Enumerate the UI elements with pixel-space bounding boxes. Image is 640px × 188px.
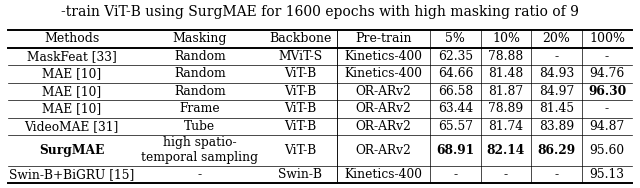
Text: Random: Random xyxy=(174,85,226,98)
Text: OR-ARv2: OR-ARv2 xyxy=(355,85,412,98)
Text: -: - xyxy=(198,168,202,181)
Text: 86.29: 86.29 xyxy=(538,144,575,157)
Text: Masking: Masking xyxy=(173,32,227,45)
Text: Kinetics-400: Kinetics-400 xyxy=(344,67,422,80)
Text: 96.30: 96.30 xyxy=(588,85,626,98)
Text: 78.88: 78.88 xyxy=(488,50,524,63)
Text: -: - xyxy=(554,50,559,63)
Text: 68.91: 68.91 xyxy=(436,144,474,157)
Text: 82.14: 82.14 xyxy=(487,144,525,157)
Text: 5%: 5% xyxy=(445,32,465,45)
Text: 95.13: 95.13 xyxy=(589,168,625,181)
Text: Random: Random xyxy=(174,50,226,63)
Text: 78.89: 78.89 xyxy=(488,102,524,115)
Text: ViT-B: ViT-B xyxy=(284,102,316,115)
Text: 84.93: 84.93 xyxy=(539,67,574,80)
Text: 65.57: 65.57 xyxy=(438,120,473,133)
Text: 66.58: 66.58 xyxy=(438,85,473,98)
Text: Pre-train: Pre-train xyxy=(355,32,412,45)
Text: 10%: 10% xyxy=(492,32,520,45)
Text: ViT-B: ViT-B xyxy=(284,144,316,157)
Text: Methods: Methods xyxy=(44,32,99,45)
Text: VideoMAE [31]: VideoMAE [31] xyxy=(24,120,119,133)
Text: 64.66: 64.66 xyxy=(438,67,473,80)
Text: MAE [10]: MAE [10] xyxy=(42,102,101,115)
Text: -: - xyxy=(554,168,559,181)
Text: -: - xyxy=(605,102,609,115)
Text: -train ViT-B using SurgMAE for 1600 epochs with high masking ratio of 9: -train ViT-B using SurgMAE for 1600 epoc… xyxy=(61,5,579,19)
Text: Tube: Tube xyxy=(184,120,216,133)
Text: 100%: 100% xyxy=(589,32,625,45)
Text: Kinetics-400: Kinetics-400 xyxy=(344,168,422,181)
Text: OR-ARv2: OR-ARv2 xyxy=(355,120,412,133)
Text: MaskFeat [33]: MaskFeat [33] xyxy=(27,50,116,63)
Text: Swin-B: Swin-B xyxy=(278,168,323,181)
Text: ViT-B: ViT-B xyxy=(284,120,316,133)
Text: 63.44: 63.44 xyxy=(438,102,473,115)
Text: 94.76: 94.76 xyxy=(589,67,625,80)
Text: 95.60: 95.60 xyxy=(589,144,625,157)
Text: 20%: 20% xyxy=(543,32,570,45)
Text: SurgMAE: SurgMAE xyxy=(39,144,104,157)
Text: 81.74: 81.74 xyxy=(488,120,524,133)
Text: high spatio-
temporal sampling: high spatio- temporal sampling xyxy=(141,136,259,164)
Text: 81.48: 81.48 xyxy=(488,67,524,80)
Text: MViT-S: MViT-S xyxy=(278,50,323,63)
Text: Kinetics-400: Kinetics-400 xyxy=(344,50,422,63)
Text: 94.87: 94.87 xyxy=(589,120,625,133)
Text: Frame: Frame xyxy=(180,102,220,115)
Text: 62.35: 62.35 xyxy=(438,50,473,63)
Text: 84.97: 84.97 xyxy=(539,85,574,98)
Text: -: - xyxy=(605,50,609,63)
Text: Backbone: Backbone xyxy=(269,32,332,45)
Text: Random: Random xyxy=(174,67,226,80)
Text: ViT-B: ViT-B xyxy=(284,67,316,80)
Text: Swin-B+BiGRU [15]: Swin-B+BiGRU [15] xyxy=(9,168,134,181)
Text: -: - xyxy=(453,168,458,181)
Text: MAE [10]: MAE [10] xyxy=(42,67,101,80)
Text: -: - xyxy=(504,168,508,181)
Text: MAE [10]: MAE [10] xyxy=(42,85,101,98)
Text: 81.87: 81.87 xyxy=(488,85,524,98)
Text: OR-ARv2: OR-ARv2 xyxy=(355,144,412,157)
Text: ViT-B: ViT-B xyxy=(284,85,316,98)
Text: 83.89: 83.89 xyxy=(539,120,574,133)
Text: 81.45: 81.45 xyxy=(539,102,574,115)
Text: OR-ARv2: OR-ARv2 xyxy=(355,102,412,115)
